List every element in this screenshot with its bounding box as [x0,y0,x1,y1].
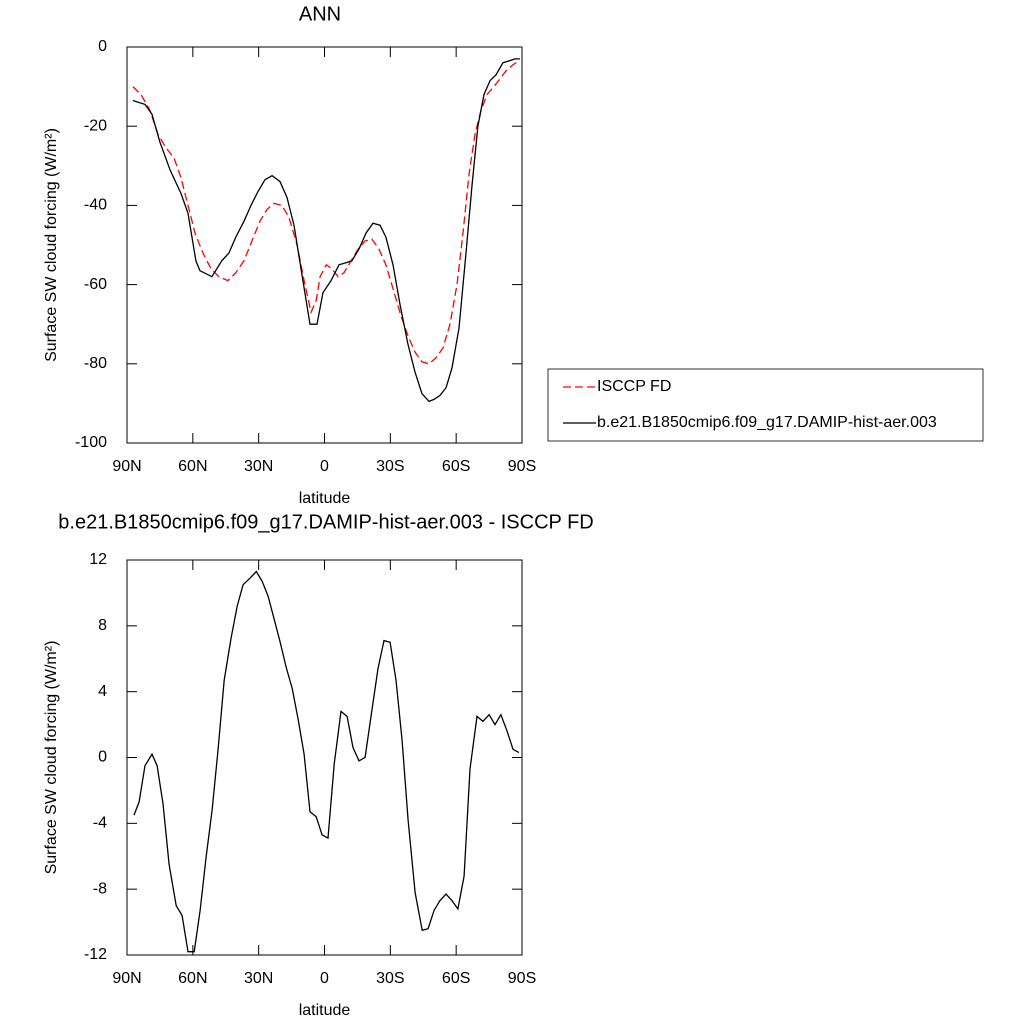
y-tick-label: -100 [75,434,107,451]
y-tick-label: -80 [84,355,107,372]
x-tick-label: 0 [320,970,329,987]
y-tick-label: 0 [98,38,107,55]
plot-frame [126,559,523,956]
x-tick-label: 30S [376,458,404,475]
y-tick-label: 0 [98,749,107,766]
y-tick-label: -8 [93,880,107,897]
x-tick-label: 90S [508,458,536,475]
legend-label: b.e21.B1850cmip6.f09_g17.DAMIP-hist-aer.… [597,414,937,431]
y-tick-label: -20 [84,117,107,134]
series-line [133,570,520,953]
x-tick-label: 90N [112,970,141,987]
y-tick-label: -4 [93,815,107,832]
x-tick-label: 30N [244,970,273,987]
y-tick-label: 12 [89,551,107,568]
y-tick-label: 8 [98,617,107,634]
y-axis-label: Surface SW cloud forcing (W/m²) [43,128,60,362]
y-tick-label: -60 [84,276,107,293]
series-line [132,58,520,403]
chart-title: b.e21.B1850cmip6.f09_g17.DAMIP-hist-aer.… [58,511,593,533]
legend-box [547,368,984,442]
legend-label: ISCCP FD [597,378,671,395]
x-tick-label: 90S [508,970,536,987]
y-axis-label: Surface SW cloud forcing (W/m²) [43,641,60,875]
x-tick-label: 60S [442,458,470,475]
x-tick-label: 60N [178,970,207,987]
plot-frame [126,46,523,444]
series-line [132,60,520,365]
x-axis-label: latitude [299,490,351,507]
y-tick-label: -40 [84,197,107,214]
y-tick-label: -12 [84,946,107,963]
x-tick-label: 60N [178,458,207,475]
x-axis-label: latitude [299,1002,351,1019]
x-tick-label: 60S [442,970,470,987]
x-tick-label: 0 [320,458,329,475]
y-tick-label: 4 [98,683,107,700]
chart-title: ANN [299,3,341,25]
x-tick-label: 90N [112,458,141,475]
x-tick-label: 30S [376,970,404,987]
x-tick-label: 30N [244,458,273,475]
